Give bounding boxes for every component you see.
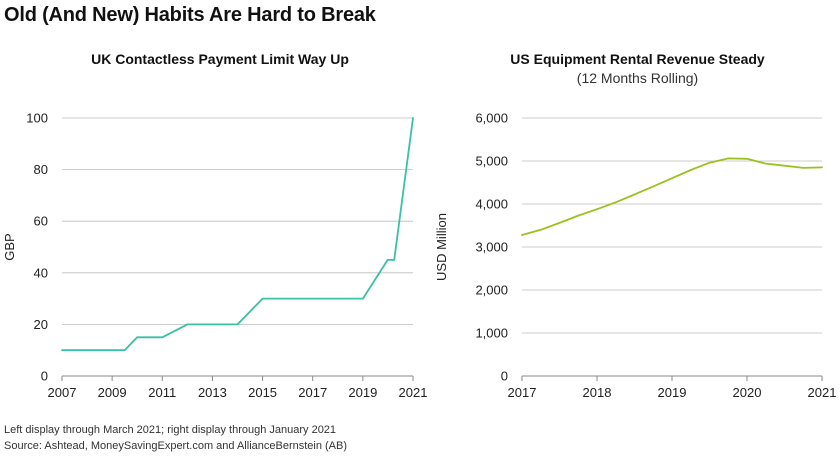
- right-line-chart: 0 1,000 2,000 3,000 4,000 5,000 6,000 2017 2018 2…: [434, 111, 837, 401]
- right-x-tick-label: 2019: [658, 385, 687, 400]
- right-x-tick-label: 2018: [583, 385, 612, 400]
- right-y-tick-label: 1,000: [475, 326, 508, 341]
- footnote-source: Source: Ashtead, MoneySavingExpert.com a…: [4, 440, 348, 452]
- page-title: Old (And New) Habits Are Hard to Break: [4, 4, 376, 26]
- left-y-axis-label: GBP: [2, 233, 17, 260]
- right-y-tick-label: 2,000: [475, 283, 508, 298]
- right-y-tick-label: 4,000: [475, 197, 508, 212]
- left-x-tick-label: 2011: [148, 385, 176, 400]
- left-line-chart: 0 20 40 60 80 100 2007 2009 2011 2013 2015 2017 2019…: [2, 111, 428, 401]
- right-y-tick-label: 5,000: [475, 154, 508, 169]
- right-x-tick-label: 2020: [733, 385, 762, 400]
- left-x-tick-label: 2017: [298, 385, 327, 400]
- left-x-tick-label: 2009: [98, 385, 127, 400]
- left-y-tick-label: 60: [34, 214, 48, 229]
- right-y-axis-label: USD Million: [434, 213, 449, 281]
- right-chart-title: US Equipment Rental Revenue Steady: [510, 51, 765, 67]
- left-y-tick-label: 0: [41, 369, 48, 384]
- left-y-tick-label: 20: [34, 317, 48, 332]
- right-y-tick-label: 6,000: [475, 111, 508, 126]
- left-x-tick-label: 2015: [248, 385, 277, 400]
- right-chart-subtitle: (12 Months Rolling): [576, 70, 699, 86]
- right-series-line: [521, 157, 823, 236]
- left-x-tick-label: 2013: [198, 385, 227, 400]
- right-y-tick-label: 0: [501, 369, 508, 384]
- left-x-tick-label: 2007: [48, 385, 77, 400]
- right-y-tick-label: 3,000: [475, 240, 508, 255]
- footnote-date-range: Left display through March 2021; right d…: [4, 424, 337, 436]
- left-x-tick-label: 2019: [348, 385, 377, 400]
- left-x-tick-label: 2021: [399, 385, 428, 400]
- left-series-line: [61, 117, 414, 352]
- right-x-tick-label: 2017: [508, 385, 537, 400]
- left-y-tick-label: 40: [34, 265, 48, 280]
- left-y-tick-label: 100: [26, 111, 48, 126]
- left-chart-title: UK Contactless Payment Limit Way Up: [91, 51, 349, 67]
- right-x-tick-label: 2021: [808, 385, 837, 400]
- left-y-tick-label: 80: [34, 162, 48, 177]
